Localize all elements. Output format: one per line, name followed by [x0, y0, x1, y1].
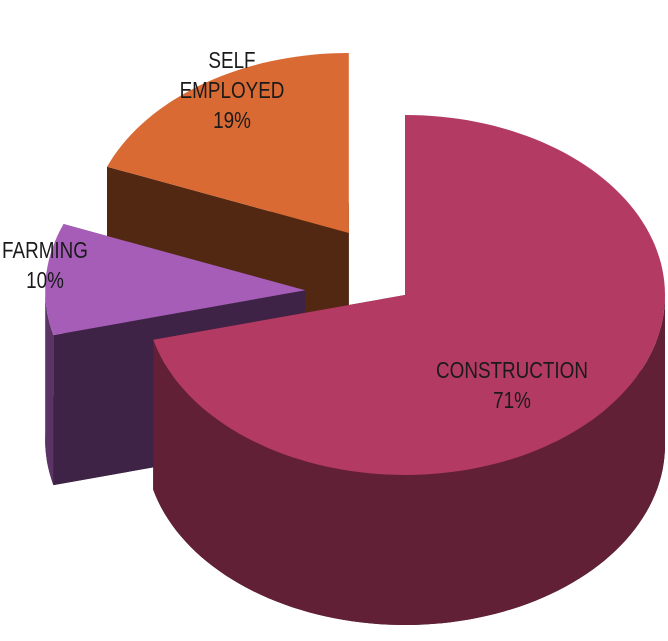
slice-top: [153, 115, 665, 475]
value-label: 10%: [26, 267, 64, 293]
slice-wall: [45, 290, 54, 486]
category-label: CONSTRUCTION: [436, 357, 588, 383]
category-label: FARMING: [2, 237, 88, 263]
slice-label: CONSTRUCTION 71%: [422, 355, 602, 415]
category-label: SELF EMPLOYED: [179, 47, 285, 103]
slice-label: SELF EMPLOYED 19%: [179, 45, 286, 135]
value-label: 19%: [213, 107, 251, 133]
slice-top: [45, 224, 306, 336]
slice-label: FARMING 10%: [0, 235, 135, 295]
slice-wall: [153, 295, 665, 625]
slice-top: [107, 53, 349, 233]
value-label: 71%: [493, 387, 531, 413]
pie-slice: [153, 115, 665, 625]
